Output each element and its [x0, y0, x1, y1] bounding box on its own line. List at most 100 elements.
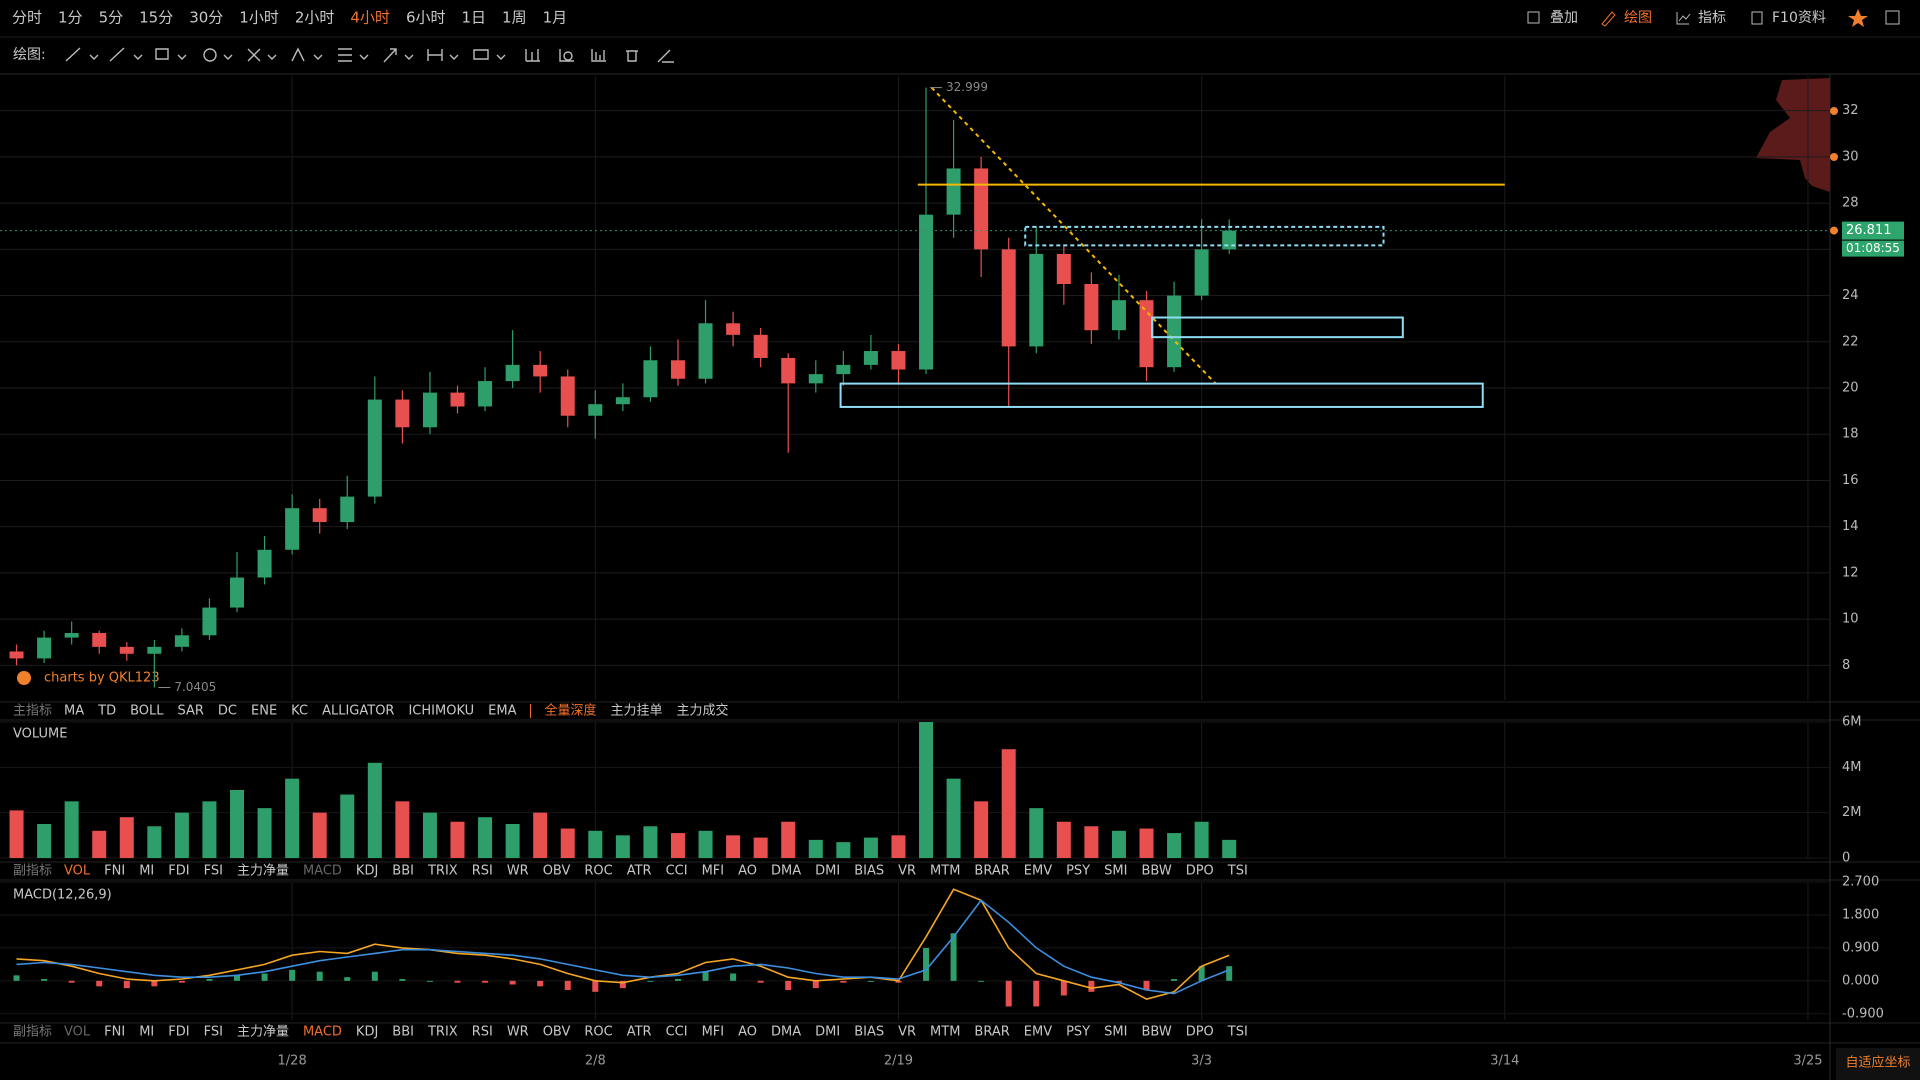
indicator-button[interactable]: DMA: [771, 1025, 801, 1040]
indicator-button[interactable]: MACD: [303, 864, 342, 879]
indicator-button[interactable]: DMI: [815, 864, 840, 879]
tool-icon[interactable]: [109, 47, 143, 62]
tool-button[interactable]: F10资料: [1772, 10, 1826, 26]
tool-icon[interactable]: [591, 49, 606, 62]
indicator-button[interactable]: 全量深度: [544, 703, 596, 719]
tool-icon[interactable]: [626, 50, 638, 62]
indicator-button[interactable]: FDI: [168, 1025, 189, 1040]
tool-icon[interactable]: [657, 49, 674, 63]
indicator-button[interactable]: 主力净量: [237, 864, 289, 879]
indicator-button[interactable]: FSI: [204, 1025, 223, 1040]
indicator-button[interactable]: EMV: [1024, 1025, 1052, 1040]
indicator-button[interactable]: TRIX: [427, 864, 458, 879]
indicator-button[interactable]: TSI: [1227, 864, 1248, 879]
tool-icon[interactable]: [155, 48, 187, 60]
indicator-button[interactable]: TSI: [1227, 1025, 1248, 1040]
indicator-button[interactable]: VR: [898, 864, 916, 879]
indicator-button[interactable]: BIAS: [854, 1025, 884, 1040]
indicator-button[interactable]: MI: [139, 1025, 154, 1040]
indicator-button[interactable]: KC: [291, 704, 308, 719]
interval-button[interactable]: 2小时: [295, 9, 335, 27]
indicator-button[interactable]: OBV: [543, 1025, 571, 1040]
interval-button[interactable]: 15分: [139, 9, 173, 27]
indicator-button[interactable]: MI: [139, 864, 154, 879]
indicator-button[interactable]: 主力净量: [237, 1025, 289, 1040]
indicator-button[interactable]: AO: [738, 864, 757, 879]
indicator-button[interactable]: MTM: [930, 1025, 960, 1040]
indicator-button[interactable]: EMV: [1024, 864, 1052, 879]
interval-button[interactable]: 1周: [502, 9, 527, 27]
tool-button[interactable]: 叠加: [1550, 10, 1578, 26]
indicator-button[interactable]: AO: [738, 1025, 757, 1040]
indicator-button[interactable]: WR: [507, 1025, 529, 1040]
indicator-button[interactable]: MA: [64, 704, 84, 719]
indicator-button[interactable]: VOL: [64, 864, 91, 879]
indicator-button[interactable]: MTM: [930, 864, 960, 879]
indicator-button[interactable]: BBI: [392, 1025, 414, 1040]
indicator-button[interactable]: ATR: [627, 864, 652, 879]
interval-button[interactable]: 1小时: [239, 9, 279, 27]
indicator-button[interactable]: BBW: [1141, 864, 1171, 879]
indicator-button[interactable]: KDJ: [356, 864, 378, 879]
favorite[interactable]: [1848, 9, 1868, 27]
tool-icon[interactable]: [559, 49, 574, 62]
indicator-button[interactable]: ICHIMOKU: [408, 704, 474, 719]
interval-button[interactable]: 4小时: [350, 9, 390, 27]
fullscreen[interactable]: [1885, 10, 1900, 25]
indicator-button[interactable]: WR: [507, 864, 529, 879]
tool-button[interactable]: 绘图: [1624, 10, 1652, 26]
indicator-button[interactable]: FNI: [104, 864, 125, 879]
tool-button[interactable]: 指标: [1698, 10, 1726, 26]
indicator-button[interactable]: ROC: [584, 1025, 612, 1040]
interval-button[interactable]: 5分: [99, 9, 124, 27]
indicator-button[interactable]: BBW: [1141, 1025, 1171, 1040]
indicator-button[interactable]: MACD: [303, 1025, 342, 1040]
tool-icon[interactable]: [65, 47, 99, 62]
tool-icon[interactable]: [473, 49, 506, 60]
indicator-button[interactable]: RSI: [472, 864, 493, 879]
indicator-button[interactable]: BRAR: [974, 864, 1009, 879]
interval-button[interactable]: 1分: [58, 9, 83, 27]
auto-scale[interactable]: 自适应坐标: [1845, 1055, 1910, 1071]
indicator-button[interactable]: TRIX: [427, 1025, 458, 1040]
tool-icon[interactable]: [247, 48, 277, 62]
indicator-button[interactable]: MFI: [702, 864, 725, 879]
indicator-button[interactable]: FNI: [104, 1025, 125, 1040]
indicator-button[interactable]: BBI: [392, 864, 414, 879]
indicator-button[interactable]: ROC: [584, 864, 612, 879]
indicator-button[interactable]: PSY: [1066, 864, 1090, 879]
indicator-button[interactable]: 主力挂单: [610, 704, 662, 719]
indicator-button[interactable]: DPO: [1186, 1025, 1214, 1040]
interval-button[interactable]: 1日: [461, 9, 486, 27]
indicator-button[interactable]: DMI: [815, 1025, 840, 1040]
indicator-button[interactable]: ALLIGATOR: [322, 704, 394, 719]
indicator-button[interactable]: DPO: [1186, 864, 1214, 879]
indicator-button[interactable]: VOL: [64, 1025, 91, 1040]
indicator-button[interactable]: FSI: [204, 864, 223, 879]
tool-icon[interactable]: [525, 49, 540, 62]
indicator-button[interactable]: SMI: [1104, 864, 1127, 879]
indicator-button[interactable]: EMA: [488, 704, 516, 719]
indicator-button[interactable]: BOLL: [130, 704, 164, 719]
indicator-button[interactable]: KDJ: [356, 1025, 378, 1040]
tool-icon[interactable]: [338, 48, 369, 62]
indicator-button[interactable]: OBV: [543, 864, 571, 879]
tool-icon[interactable]: [203, 48, 233, 62]
interval-button[interactable]: 1月: [543, 9, 568, 27]
indicator-button[interactable]: RSI: [472, 1025, 493, 1040]
indicator-button[interactable]: DC: [218, 704, 237, 719]
indicator-button[interactable]: SMI: [1104, 1025, 1127, 1040]
tool-icon[interactable]: [383, 48, 414, 63]
interval-button[interactable]: 分时: [12, 9, 42, 27]
indicator-button[interactable]: BIAS: [854, 864, 884, 879]
indicator-button[interactable]: BRAR: [974, 1025, 1009, 1040]
indicator-button[interactable]: FDI: [168, 864, 189, 879]
indicator-button[interactable]: ENE: [251, 704, 277, 719]
indicator-button[interactable]: CCI: [666, 864, 688, 879]
indicator-button[interactable]: SAR: [178, 704, 204, 719]
indicator-button[interactable]: TD: [97, 704, 116, 719]
indicator-button[interactable]: MFI: [702, 1025, 725, 1040]
indicator-button[interactable]: ATR: [627, 1025, 652, 1040]
tool-icon[interactable]: [291, 47, 323, 62]
interval-button[interactable]: 30分: [189, 9, 223, 27]
